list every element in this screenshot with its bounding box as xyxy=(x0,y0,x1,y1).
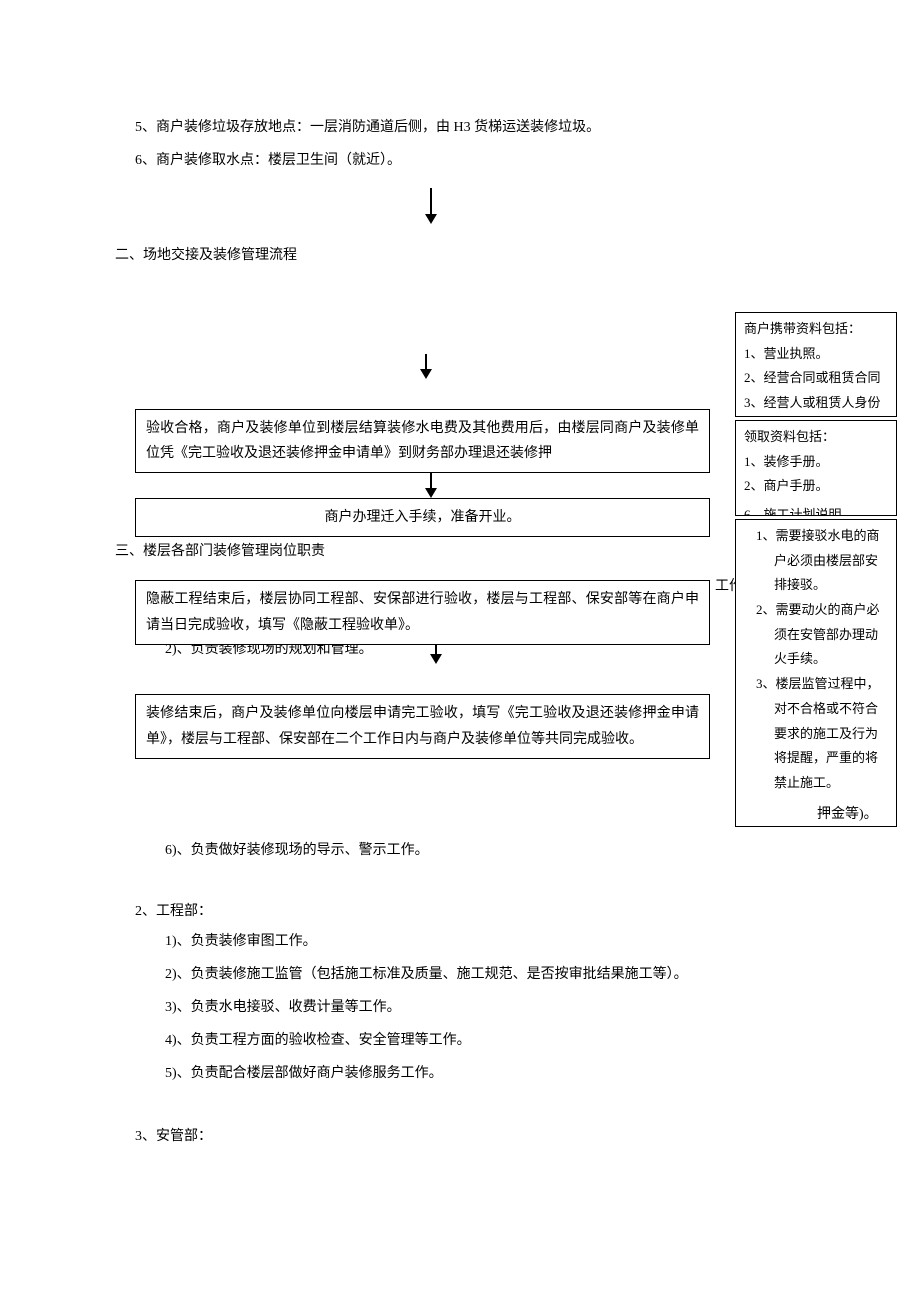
sec-dept-heading: 3、安管部： xyxy=(135,1124,730,1149)
eng-dept-item-4: 4)、负责工程方面的验收检查、安全管理等工作。 xyxy=(135,1028,730,1053)
eng-dept-item-3: 3)、负责水电接驳、收费计量等工作。 xyxy=(135,995,730,1020)
flow-box-acceptance: 验收合格，商户及装修单位到楼层结算装修水电费及其他费用后，由楼层同商户及装修单位… xyxy=(135,409,710,473)
arrow-down-icon xyxy=(430,188,432,223)
flow-box-movein: 商户办理迁入手续，准备开业。 xyxy=(135,498,710,537)
sidebar2-l2: 2、商户手册。 xyxy=(744,474,888,499)
flow-box-hidden-works: 隐蔽工程结束后，楼层协同工程部、安保部进行验收，楼层与工程部、保安部等在商户申请… xyxy=(135,580,710,644)
floor-dept-item-6: 6)、负责做好装修现场的导示、警示工作。 xyxy=(165,838,429,863)
eng-dept-item-2: 2)、负责装修施工监管（包括施工标准及质量、施工规范、是否按审批结果施工等）。 xyxy=(135,962,730,987)
arrow-down-icon xyxy=(430,473,432,498)
sidebar2-l6: 6、施工计划说明 xyxy=(744,503,888,516)
sidebar2-title: 领取资料包括： xyxy=(744,425,888,450)
eng-dept-item-1: 1)、负责装修审图工作。 xyxy=(135,929,730,954)
eng-dept-heading: 2、工程部： xyxy=(135,899,730,924)
eng-dept-item-5: 5)、负责配合楼层部做好商户装修服务工作。 xyxy=(135,1061,730,1086)
section-2-title: 二、场地交接及装修管理流程 xyxy=(115,243,730,268)
top-item-5: 5、商户装修垃圾存放地点：一层消防通道后侧，由 H3 货梯运送装修垃圾。 xyxy=(135,115,730,140)
floor-dept-frag-56a: 押金等)。 xyxy=(817,802,878,827)
top-item-6: 6、商户装修取水点：楼层卫生间（就近）。 xyxy=(135,148,730,173)
sidebar1-l2: 2、经营合同或租赁合同 xyxy=(744,366,888,391)
arrow-down-icon xyxy=(425,354,427,379)
flow-box-hidden-text: 隐蔽工程结束后，楼层协同工程部、安保部进行验收，楼层与工程部、保安部等在商户申请… xyxy=(146,592,699,632)
sidebar2-l1: 1、装修手册。 xyxy=(744,450,888,475)
section-3-title: 三、楼层各部门装修管理岗位职责 xyxy=(115,539,730,564)
sidebar-box-receive-docs: 领取资料包括： 1、装修手册。 2、商户手册。 6、施工计划说明 xyxy=(735,420,897,516)
sidebar1-title: 商户携带资料包括： xyxy=(744,317,888,342)
sidebar3-l2: 2、需要动火的商户必须在安管部办理动火手续。 xyxy=(756,598,888,672)
sidebar-box-notes: 1、需要接驳水电的商户必须由楼层部安排接驳。 2、需要动火的商户必须在安管部办理… xyxy=(735,519,897,827)
sidebar-box-merchant-docs: 商户携带资料包括： 1、营业执照。 2、经营合同或租赁合同 3、经营人或租赁人身… xyxy=(735,312,897,417)
sidebar3-l3: 3、楼层监管过程中，对不合格或不符合要求的施工及行为将提醒，严重的将禁止施工。 xyxy=(756,672,888,795)
sidebar1-l1: 1、营业执照。 xyxy=(744,342,888,367)
sidebar3-l1: 1、需要接驳水电的商户必须由楼层部安排接驳。 xyxy=(756,524,888,598)
sidebar1-l3: 3、经营人或租赁人身份 xyxy=(744,391,888,416)
flow-box-completion: 装修结束后，商户及装修单位向楼层申请完工验收，填写《完工验收及退还装修押金申请单… xyxy=(135,694,710,758)
